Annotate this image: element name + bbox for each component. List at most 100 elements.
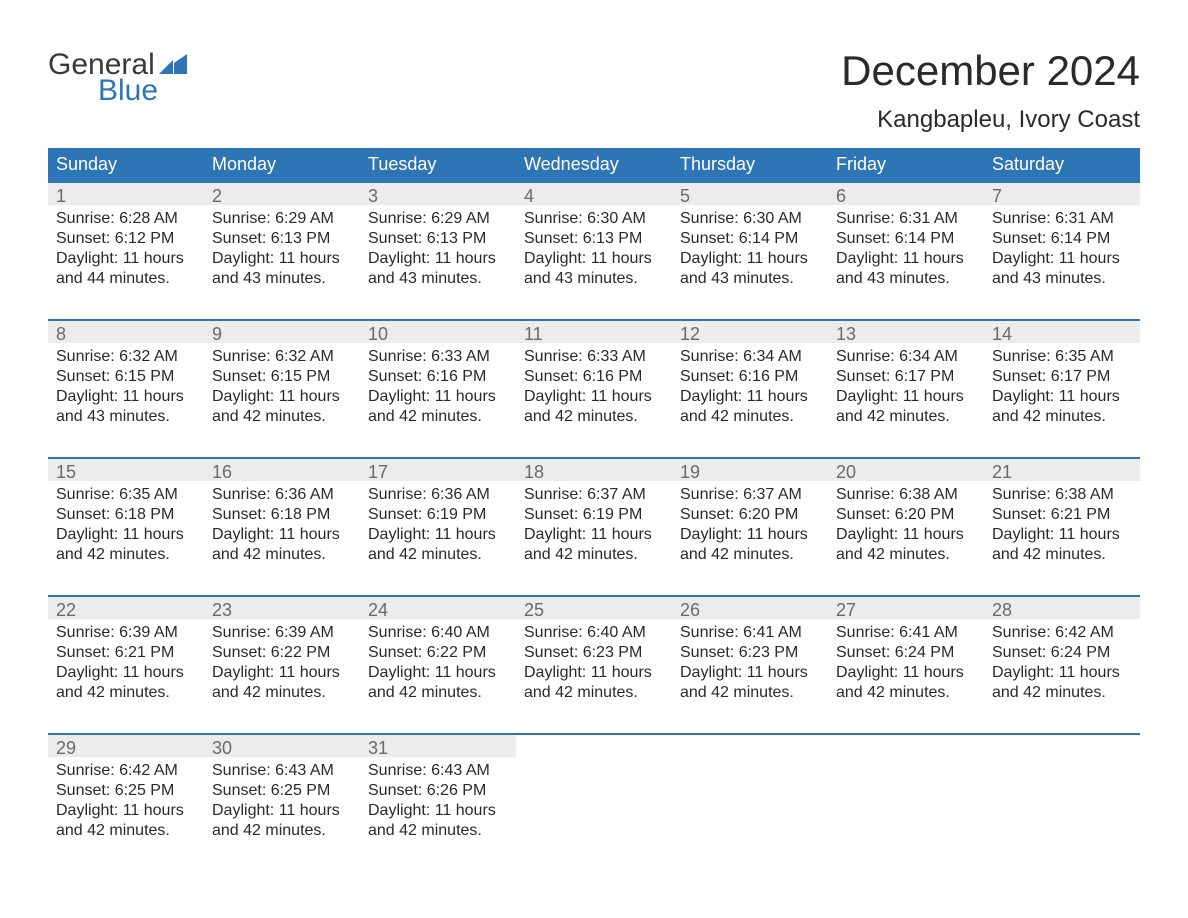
- calendar-grid: SundayMondayTuesdayWednesdayThursdayFrid…: [48, 148, 1140, 853]
- day-body: Sunrise: 6:38 AMSunset: 6:20 PMDaylight:…: [828, 481, 984, 565]
- sunrise-text: Sunrise: 6:40 AM: [524, 623, 664, 643]
- daylight-text: Daylight: 11 hours and 42 minutes.: [992, 525, 1132, 565]
- sunset-text: Sunset: 6:14 PM: [680, 229, 820, 249]
- daylight-text: Daylight: 11 hours and 42 minutes.: [56, 525, 196, 565]
- calendar-day-cell: 29Sunrise: 6:42 AMSunset: 6:25 PMDayligh…: [48, 735, 204, 853]
- calendar-day-cell: 24Sunrise: 6:40 AMSunset: 6:22 PMDayligh…: [360, 597, 516, 715]
- day-number: 26: [672, 597, 828, 619]
- weekday-header-cell: Wednesday: [516, 148, 672, 181]
- day-body: Sunrise: 6:31 AMSunset: 6:14 PMDaylight:…: [828, 205, 984, 289]
- day-number: 24: [360, 597, 516, 619]
- day-body: Sunrise: 6:34 AMSunset: 6:17 PMDaylight:…: [828, 343, 984, 427]
- sunset-text: Sunset: 6:15 PM: [212, 367, 352, 387]
- day-number: 15: [48, 459, 204, 481]
- daylight-text: Daylight: 11 hours and 42 minutes.: [680, 525, 820, 565]
- sunrise-text: Sunrise: 6:42 AM: [56, 761, 196, 781]
- calendar-day-cell: 1Sunrise: 6:28 AMSunset: 6:12 PMDaylight…: [48, 183, 204, 301]
- sunrise-text: Sunrise: 6:31 AM: [836, 209, 976, 229]
- sunrise-text: Sunrise: 6:29 AM: [212, 209, 352, 229]
- day-number: 1: [48, 183, 204, 205]
- calendar-day-cell: 19Sunrise: 6:37 AMSunset: 6:20 PMDayligh…: [672, 459, 828, 577]
- header-row: General Blue December 2024 Kangbapleu, I…: [48, 50, 1140, 134]
- day-body: Sunrise: 6:36 AMSunset: 6:19 PMDaylight:…: [360, 481, 516, 565]
- day-body: Sunrise: 6:41 AMSunset: 6:24 PMDaylight:…: [828, 619, 984, 703]
- calendar-day-cell: 10Sunrise: 6:33 AMSunset: 6:16 PMDayligh…: [360, 321, 516, 439]
- calendar-day-cell: 27Sunrise: 6:41 AMSunset: 6:24 PMDayligh…: [828, 597, 984, 715]
- sunset-text: Sunset: 6:21 PM: [992, 505, 1132, 525]
- day-body: Sunrise: 6:36 AMSunset: 6:18 PMDaylight:…: [204, 481, 360, 565]
- day-body: Sunrise: 6:37 AMSunset: 6:20 PMDaylight:…: [672, 481, 828, 565]
- sunset-text: Sunset: 6:24 PM: [992, 643, 1132, 663]
- sunrise-text: Sunrise: 6:39 AM: [56, 623, 196, 643]
- daylight-text: Daylight: 11 hours and 42 minutes.: [212, 663, 352, 703]
- sunrise-text: Sunrise: 6:36 AM: [368, 485, 508, 505]
- calendar-day-cell: [828, 735, 984, 853]
- calendar-day-cell: 13Sunrise: 6:34 AMSunset: 6:17 PMDayligh…: [828, 321, 984, 439]
- sunset-text: Sunset: 6:19 PM: [368, 505, 508, 525]
- sunrise-text: Sunrise: 6:32 AM: [56, 347, 196, 367]
- daylight-text: Daylight: 11 hours and 42 minutes.: [524, 663, 664, 703]
- sunset-text: Sunset: 6:22 PM: [212, 643, 352, 663]
- calendar-day-cell: 28Sunrise: 6:42 AMSunset: 6:24 PMDayligh…: [984, 597, 1140, 715]
- weekday-header-cell: Sunday: [48, 148, 204, 181]
- calendar-day-cell: 3Sunrise: 6:29 AMSunset: 6:13 PMDaylight…: [360, 183, 516, 301]
- weekday-header-row: SundayMondayTuesdayWednesdayThursdayFrid…: [48, 148, 1140, 181]
- sunset-text: Sunset: 6:24 PM: [836, 643, 976, 663]
- sunset-text: Sunset: 6:14 PM: [836, 229, 976, 249]
- day-body: Sunrise: 6:32 AMSunset: 6:15 PMDaylight:…: [204, 343, 360, 427]
- day-body: Sunrise: 6:35 AMSunset: 6:18 PMDaylight:…: [48, 481, 204, 565]
- day-number: 10: [360, 321, 516, 343]
- day-number: 12: [672, 321, 828, 343]
- daylight-text: Daylight: 11 hours and 42 minutes.: [368, 801, 508, 841]
- sunrise-text: Sunrise: 6:41 AM: [680, 623, 820, 643]
- day-body: Sunrise: 6:39 AMSunset: 6:21 PMDaylight:…: [48, 619, 204, 703]
- day-body: Sunrise: 6:37 AMSunset: 6:19 PMDaylight:…: [516, 481, 672, 565]
- calendar-day-cell: 22Sunrise: 6:39 AMSunset: 6:21 PMDayligh…: [48, 597, 204, 715]
- calendar-week-row: 29Sunrise: 6:42 AMSunset: 6:25 PMDayligh…: [48, 733, 1140, 853]
- calendar-day-cell: 31Sunrise: 6:43 AMSunset: 6:26 PMDayligh…: [360, 735, 516, 853]
- calendar-day-cell: 9Sunrise: 6:32 AMSunset: 6:15 PMDaylight…: [204, 321, 360, 439]
- sunset-text: Sunset: 6:20 PM: [836, 505, 976, 525]
- daylight-text: Daylight: 11 hours and 42 minutes.: [524, 525, 664, 565]
- day-number: 7: [984, 183, 1140, 205]
- day-body: Sunrise: 6:30 AMSunset: 6:13 PMDaylight:…: [516, 205, 672, 289]
- day-number: 23: [204, 597, 360, 619]
- day-body: Sunrise: 6:41 AMSunset: 6:23 PMDaylight:…: [672, 619, 828, 703]
- day-number: 3: [360, 183, 516, 205]
- day-body: Sunrise: 6:30 AMSunset: 6:14 PMDaylight:…: [672, 205, 828, 289]
- calendar-week-row: 15Sunrise: 6:35 AMSunset: 6:18 PMDayligh…: [48, 457, 1140, 577]
- sunrise-text: Sunrise: 6:30 AM: [524, 209, 664, 229]
- weeks-container: 1Sunrise: 6:28 AMSunset: 6:12 PMDaylight…: [48, 181, 1140, 853]
- sunset-text: Sunset: 6:16 PM: [368, 367, 508, 387]
- sunset-text: Sunset: 6:21 PM: [56, 643, 196, 663]
- day-body: Sunrise: 6:42 AMSunset: 6:25 PMDaylight:…: [48, 757, 204, 841]
- sunset-text: Sunset: 6:15 PM: [56, 367, 196, 387]
- calendar-day-cell: 25Sunrise: 6:40 AMSunset: 6:23 PMDayligh…: [516, 597, 672, 715]
- calendar-day-cell: 6Sunrise: 6:31 AMSunset: 6:14 PMDaylight…: [828, 183, 984, 301]
- sunset-text: Sunset: 6:23 PM: [524, 643, 664, 663]
- day-number: 4: [516, 183, 672, 205]
- daylight-text: Daylight: 11 hours and 42 minutes.: [56, 801, 196, 841]
- calendar-day-cell: 7Sunrise: 6:31 AMSunset: 6:14 PMDaylight…: [984, 183, 1140, 301]
- sunrise-text: Sunrise: 6:35 AM: [56, 485, 196, 505]
- sunset-text: Sunset: 6:19 PM: [524, 505, 664, 525]
- sunset-text: Sunset: 6:23 PM: [680, 643, 820, 663]
- sunrise-text: Sunrise: 6:33 AM: [524, 347, 664, 367]
- day-number: 22: [48, 597, 204, 619]
- calendar-day-cell: [672, 735, 828, 853]
- sunrise-text: Sunrise: 6:40 AM: [368, 623, 508, 643]
- sunrise-text: Sunrise: 6:34 AM: [680, 347, 820, 367]
- location-text: Kangbapleu, Ivory Coast: [841, 106, 1140, 134]
- day-number: 8: [48, 321, 204, 343]
- calendar-page: General Blue December 2024 Kangbapleu, I…: [0, 0, 1188, 853]
- daylight-text: Daylight: 11 hours and 42 minutes.: [836, 387, 976, 427]
- day-number: 18: [516, 459, 672, 481]
- sunrise-text: Sunrise: 6:32 AM: [212, 347, 352, 367]
- day-body: Sunrise: 6:35 AMSunset: 6:17 PMDaylight:…: [984, 343, 1140, 427]
- weekday-header-cell: Monday: [204, 148, 360, 181]
- day-number: 5: [672, 183, 828, 205]
- sunrise-text: Sunrise: 6:38 AM: [992, 485, 1132, 505]
- daylight-text: Daylight: 11 hours and 42 minutes.: [524, 387, 664, 427]
- day-number: 16: [204, 459, 360, 481]
- daylight-text: Daylight: 11 hours and 43 minutes.: [368, 249, 508, 289]
